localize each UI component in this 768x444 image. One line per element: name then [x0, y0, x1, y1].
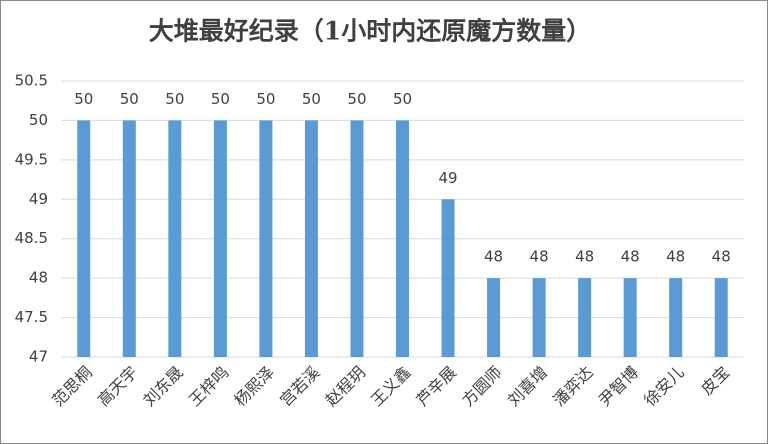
bar — [623, 278, 637, 357]
bar — [168, 120, 182, 357]
value-label: 50 — [165, 90, 184, 108]
value-label: 48 — [712, 248, 731, 266]
bar — [441, 199, 455, 357]
value-label: 48 — [621, 248, 640, 266]
bar — [259, 120, 273, 357]
bar — [578, 278, 592, 357]
value-label: 50 — [302, 90, 321, 108]
chart-title: 大堆最好纪录（1小时内还原魔方数量） — [149, 17, 591, 46]
bar — [213, 120, 227, 357]
y-tick-label: 49 — [29, 190, 48, 208]
bar — [122, 120, 136, 357]
value-label: 50 — [393, 90, 412, 108]
value-label: 48 — [666, 248, 685, 266]
value-label: 50 — [120, 90, 139, 108]
bar — [532, 278, 546, 357]
bar — [77, 120, 91, 357]
y-tick-label: 49.5 — [15, 150, 48, 168]
value-label: 49 — [438, 169, 457, 187]
y-tick-label: 48 — [29, 269, 48, 287]
bar — [669, 278, 683, 357]
value-label: 48 — [484, 248, 503, 266]
y-tick-label: 50.5 — [15, 72, 48, 90]
y-tick-label: 50 — [29, 111, 48, 129]
bar — [714, 278, 728, 357]
bar — [350, 120, 364, 357]
value-label: 50 — [347, 90, 366, 108]
bar — [396, 120, 409, 357]
value-label: 50 — [256, 90, 275, 108]
y-tick-label: 48.5 — [15, 229, 48, 247]
value-label: 48 — [575, 248, 594, 266]
y-tick-label: 47.5 — [15, 308, 48, 326]
value-label: 50 — [74, 90, 93, 108]
bar — [487, 278, 501, 357]
bar — [304, 120, 318, 357]
value-label: 50 — [211, 90, 230, 108]
value-label: 48 — [530, 248, 549, 266]
y-tick-label: 47 — [29, 348, 48, 366]
